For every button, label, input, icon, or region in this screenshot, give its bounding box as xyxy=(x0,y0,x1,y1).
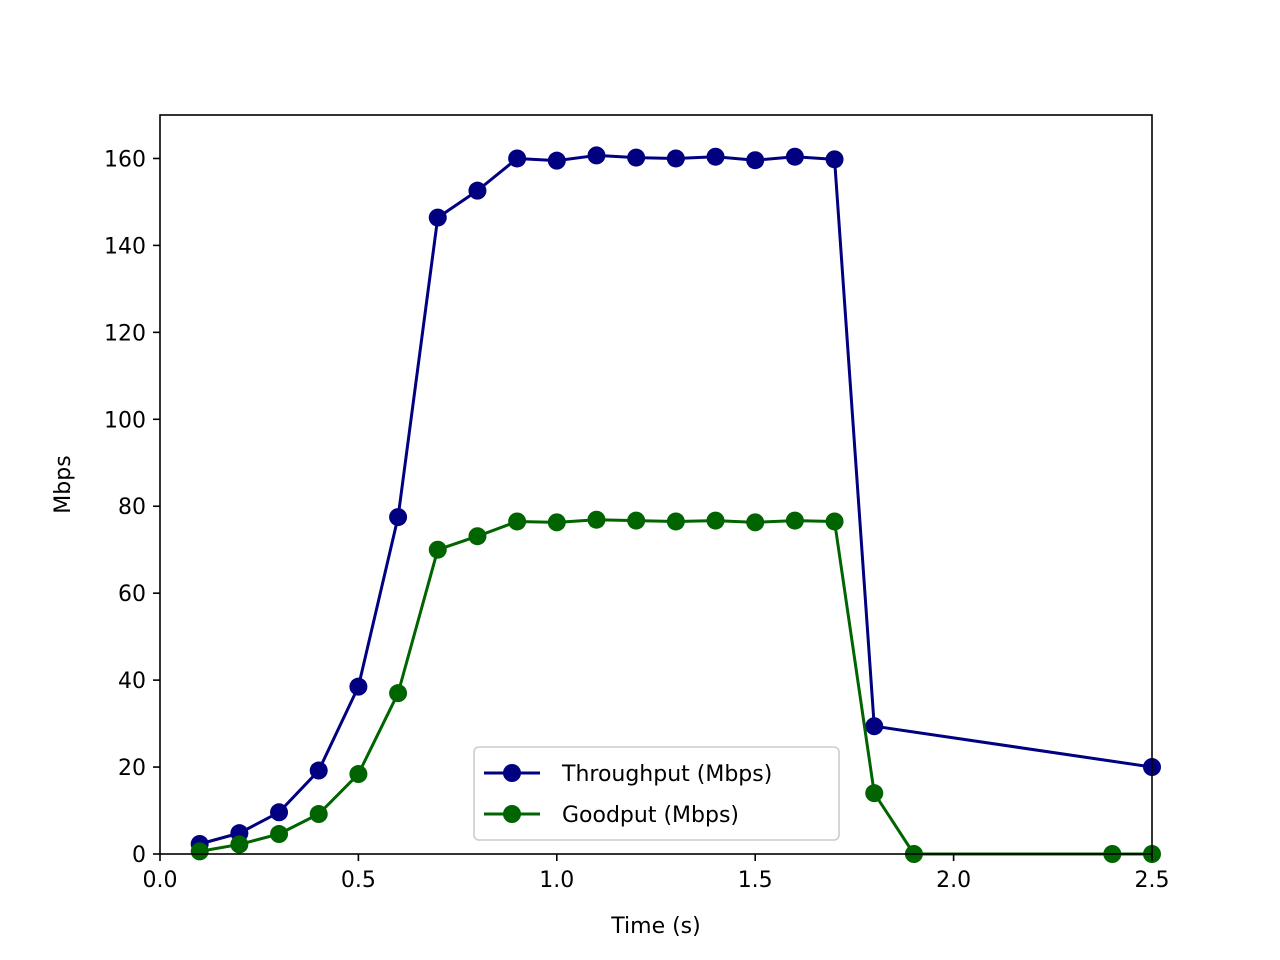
data-point xyxy=(865,784,884,803)
legend-entry: Goodput (Mbps) xyxy=(484,803,739,828)
y-axis: 0 20 40 60 80 100 120 140 160 xyxy=(104,147,160,868)
x-tick-label: 2.0 xyxy=(936,868,971,893)
data-point xyxy=(547,151,566,170)
y-tick-label: 160 xyxy=(104,147,146,172)
y-axis-label: Mbps xyxy=(51,455,76,513)
legend-marker xyxy=(503,764,521,782)
data-point xyxy=(230,835,249,854)
y-tick-label: 140 xyxy=(104,234,146,259)
x-tick-label: 0.0 xyxy=(143,868,178,893)
data-point xyxy=(587,510,606,529)
data-point xyxy=(587,146,606,165)
data-point xyxy=(746,151,765,170)
data-point xyxy=(825,512,844,531)
legend-box xyxy=(473,746,840,841)
legend-entry: Throughput (Mbps) xyxy=(484,762,772,787)
series-layer xyxy=(190,146,1161,863)
x-tick-label: 0.5 xyxy=(341,868,376,893)
plot-area xyxy=(160,115,1152,854)
data-point xyxy=(785,147,804,166)
data-point xyxy=(389,684,408,703)
x-tick-label: 1.0 xyxy=(539,868,574,893)
data-point xyxy=(468,527,487,546)
data-point xyxy=(428,208,447,227)
data-point xyxy=(627,511,646,530)
y-tick-label: 0 xyxy=(132,843,146,868)
x-axis: 0.0 0.5 1.0 1.5 2.0 2.5 xyxy=(143,854,1170,893)
x-tick-label: 1.5 xyxy=(738,868,773,893)
y-tick-label: 80 xyxy=(118,495,146,520)
y-tick-label: 40 xyxy=(118,669,146,694)
legend-label: Throughput (Mbps) xyxy=(561,762,772,787)
plot-background xyxy=(160,115,1152,854)
data-point xyxy=(706,147,725,166)
data-point xyxy=(270,803,289,822)
data-point xyxy=(547,513,566,532)
data-point xyxy=(468,181,487,200)
axes-frame xyxy=(159,114,1153,855)
data-point xyxy=(508,149,527,168)
y-tick-label: 100 xyxy=(104,408,146,433)
legend-marker xyxy=(503,805,521,823)
data-point xyxy=(389,508,408,527)
data-point xyxy=(865,717,884,736)
data-point xyxy=(428,540,447,559)
data-point xyxy=(746,513,765,532)
data-point xyxy=(785,511,804,530)
data-point xyxy=(825,150,844,169)
data-point xyxy=(508,512,527,531)
data-point xyxy=(706,511,725,530)
data-point xyxy=(270,825,289,844)
data-point xyxy=(666,512,685,531)
x-tick-label: 2.5 xyxy=(1135,868,1170,893)
data-point xyxy=(627,148,646,167)
data-point xyxy=(349,677,368,696)
y-tick-label: 60 xyxy=(118,582,146,607)
data-point xyxy=(309,761,328,780)
legend: Throughput (Mbps) Goodput (Mbps) xyxy=(473,746,840,841)
data-point xyxy=(190,842,209,861)
data-point xyxy=(666,149,685,168)
y-tick-label: 120 xyxy=(104,321,146,346)
legend-label: Goodput (Mbps) xyxy=(562,803,739,828)
x-axis-label: Time (s) xyxy=(610,914,700,939)
data-point xyxy=(349,765,368,784)
y-tick-label: 20 xyxy=(118,756,146,781)
data-point xyxy=(309,805,328,824)
